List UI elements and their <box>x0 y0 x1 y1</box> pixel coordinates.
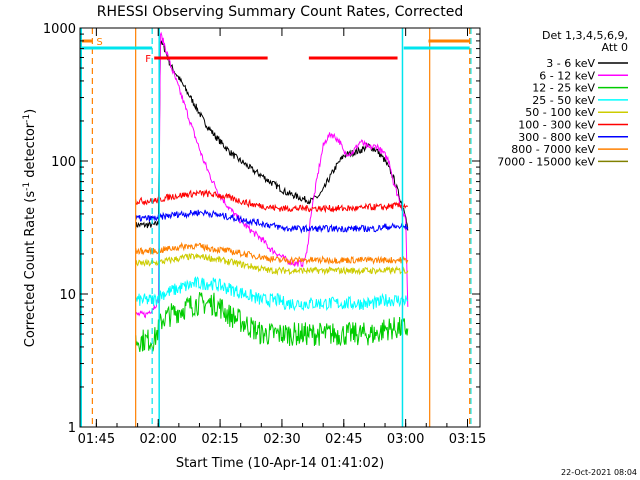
y-axis-label-sup2: -1 <box>22 114 32 123</box>
legend-header-attenuator: Att 0 <box>602 41 628 54</box>
series-line-7 <box>135 241 409 265</box>
series-line-3 <box>135 276 409 312</box>
x-tick-label-2: 02:15 <box>201 432 238 447</box>
series-line-2 <box>135 292 409 352</box>
y-tick-label-1: 10 <box>59 288 76 303</box>
x-tick-label-6: 03:15 <box>449 432 486 447</box>
series-line-5 <box>135 188 409 214</box>
legend-label-2: 12 - 25 keV <box>532 82 595 95</box>
y-axis-label: Corrected Count Rate (s-1 detector-1) <box>22 109 38 347</box>
series-line-1 <box>135 31 409 319</box>
series-line-4 <box>135 252 409 276</box>
x-tick-label-5: 03:00 <box>387 432 424 447</box>
x-tick-label-3: 02:30 <box>263 432 300 447</box>
legend-label-5: 100 - 300 keV <box>518 119 595 132</box>
plot-area: SF <box>80 28 472 427</box>
x-tick-label-4: 02:45 <box>325 432 362 447</box>
legend-label-6: 300 - 800 keV <box>518 131 595 144</box>
legend-label-8: 7000 - 15000 keV <box>497 155 595 168</box>
s-flag-label: S <box>96 37 102 48</box>
y-tick-label-2: 100 <box>51 155 76 170</box>
y-axis: 1 10 100 1000 <box>43 22 480 436</box>
y-tick-label-3: 1000 <box>43 22 76 37</box>
f-flag-label: F <box>145 54 151 65</box>
x-axis-label: Start Time (10-Apr-14 01:41:02) <box>176 456 384 471</box>
y-tick-label-0: 1 <box>68 421 76 436</box>
x-tick-label-0: 01:45 <box>78 432 115 447</box>
legend-header-detectors: Det 1,3,4,5,6,9, <box>542 29 628 42</box>
legend-label-1: 6 - 12 keV <box>539 69 595 82</box>
series-line-0 <box>135 40 409 231</box>
x-tick-label-1: 02:00 <box>139 432 176 447</box>
series-line-6 <box>135 209 409 234</box>
y-axis-label-main: Corrected Count Rate (s <box>23 191 38 348</box>
legend-label-4: 50 - 100 keV <box>525 106 595 119</box>
footer-date: 22-Oct-2021 08:04 <box>561 468 637 477</box>
chart-title: RHESSI Observing Summary Count Rates, Co… <box>97 4 463 20</box>
legend-label-7: 800 - 7000 keV <box>511 143 595 156</box>
legend-label-3: 25 - 50 keV <box>532 94 595 107</box>
legend-label-0: 3 - 6 keV <box>546 57 595 70</box>
y-axis-label-sup1: -1 <box>22 182 32 191</box>
y-axis-label-end: ) <box>23 109 38 114</box>
plot-frame <box>79 27 481 428</box>
y-axis-label-mid: detector <box>23 122 38 182</box>
x-axis: 01:45 02:00 02:15 02:30 02:45 03:00 03:15 <box>78 28 486 447</box>
